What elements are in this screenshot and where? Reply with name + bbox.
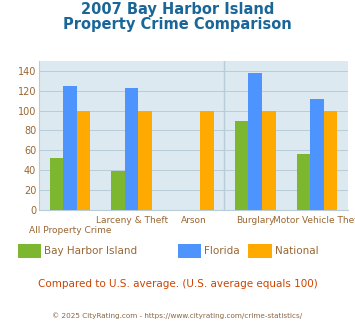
- Text: Motor Vehicle Theft: Motor Vehicle Theft: [273, 216, 355, 225]
- Bar: [310, 99, 324, 210]
- Bar: [262, 111, 275, 210]
- Bar: [248, 73, 262, 210]
- Bar: [138, 111, 152, 210]
- Bar: [324, 111, 337, 210]
- Bar: [77, 111, 90, 210]
- Bar: [125, 88, 138, 210]
- Text: Burglary: Burglary: [236, 216, 274, 225]
- Bar: [200, 111, 214, 210]
- Bar: [63, 86, 77, 210]
- Bar: [111, 171, 125, 210]
- Text: 2007 Bay Harbor Island: 2007 Bay Harbor Island: [81, 2, 274, 16]
- Text: Property Crime Comparison: Property Crime Comparison: [63, 16, 292, 31]
- Bar: [50, 158, 63, 210]
- Text: Bay Harbor Island: Bay Harbor Island: [44, 246, 137, 256]
- Text: Florida: Florida: [204, 246, 240, 256]
- Text: All Property Crime: All Property Crime: [29, 226, 111, 235]
- Text: © 2025 CityRating.com - https://www.cityrating.com/crime-statistics/: © 2025 CityRating.com - https://www.city…: [53, 312, 302, 318]
- Text: Compared to U.S. average. (U.S. average equals 100): Compared to U.S. average. (U.S. average …: [38, 279, 317, 289]
- Text: Arson: Arson: [181, 216, 206, 225]
- Text: Larceny & Theft: Larceny & Theft: [95, 216, 168, 225]
- Bar: [235, 121, 248, 210]
- Text: National: National: [275, 246, 319, 256]
- Bar: [297, 154, 310, 210]
